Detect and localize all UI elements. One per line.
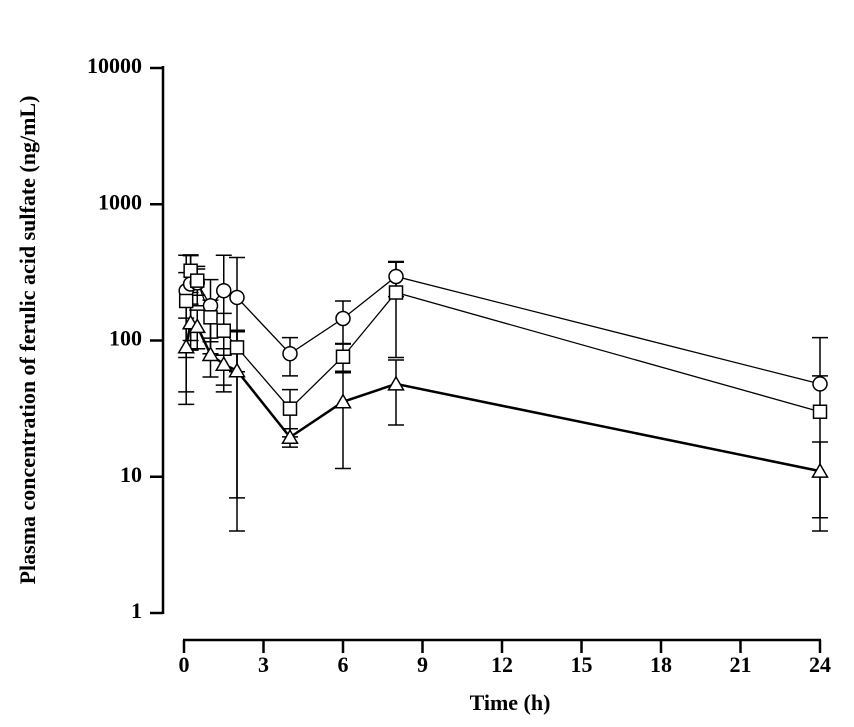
marker: [282, 345, 298, 362]
x-tick-label: 9: [417, 652, 428, 677]
x-tick-label: 3: [258, 652, 269, 677]
x-tick-label: 18: [650, 652, 672, 677]
marker: [190, 273, 205, 288]
marker: [177, 338, 195, 354]
marker: [335, 349, 351, 364]
error-bar: [335, 370, 351, 470]
y-tick-label: 1000: [98, 189, 142, 214]
x-tick-label: 24: [809, 652, 831, 677]
marker: [387, 375, 405, 391]
marker: [811, 462, 829, 478]
y-tick-label: 100: [109, 326, 142, 351]
marker: [282, 401, 298, 416]
error-bar: [388, 359, 404, 426]
marker: [388, 285, 404, 300]
marker: [228, 362, 246, 378]
marker: [812, 404, 828, 419]
error-bar: [229, 330, 245, 532]
marker: [388, 268, 404, 285]
marker: [203, 310, 218, 325]
series-line: [185, 268, 821, 413]
marker: [229, 340, 245, 355]
x-tick-label: 21: [730, 652, 752, 677]
marker: [812, 376, 828, 392]
marker: [216, 282, 232, 299]
marker: [334, 393, 352, 409]
y-tick-label: 10: [120, 462, 142, 487]
marker: [229, 289, 245, 306]
x-tick-label: 15: [571, 652, 593, 677]
x-tick-label: 6: [338, 652, 349, 677]
series-line: [185, 275, 821, 385]
x-tick-label: 0: [179, 652, 190, 677]
marker: [281, 428, 299, 444]
y-tick-label: 1: [131, 598, 142, 623]
error-bar: [812, 441, 828, 532]
x-tick-label: 12: [491, 652, 513, 677]
y-axis-label: Plasma concentration of ferulic acid sul…: [15, 96, 40, 585]
x-axis-label: Time (h): [470, 690, 551, 715]
marker: [188, 317, 207, 334]
y-tick-label: 10000: [87, 53, 142, 78]
marker: [214, 355, 233, 371]
marker: [201, 345, 220, 362]
marker: [178, 293, 194, 309]
marker: [335, 310, 351, 327]
marker: [216, 323, 231, 338]
